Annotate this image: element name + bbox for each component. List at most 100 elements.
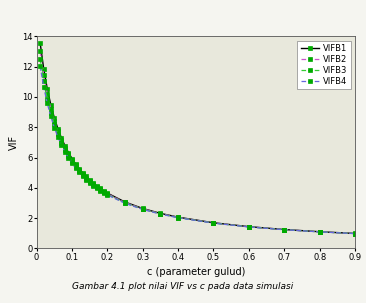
VIFB4 <box>211 221 216 225</box>
VIFB2 <box>141 207 145 211</box>
VIFB1 <box>77 167 81 170</box>
X-axis label: c (parameter gulud): c (parameter gulud) <box>147 267 245 277</box>
VIFB2 <box>38 49 42 53</box>
VIFB2 <box>282 228 287 231</box>
VIFB1 <box>59 136 64 140</box>
VIFB2 <box>158 212 163 215</box>
VIFB2 <box>45 92 49 95</box>
VIFB2 <box>94 185 99 188</box>
VIFB3 <box>176 216 180 219</box>
VIFB3 <box>141 207 145 211</box>
Line: VIFB1: VIFB1 <box>38 41 357 235</box>
VIFB3 <box>353 232 357 235</box>
VIFB3 <box>49 111 53 115</box>
VIFB3 <box>91 183 96 187</box>
VIFB4 <box>41 85 46 88</box>
VIFB4 <box>87 181 92 185</box>
VIFB4 <box>317 230 322 234</box>
VIFB4 <box>63 150 67 154</box>
VIFB1 <box>56 127 60 130</box>
VIFB1 <box>102 189 106 193</box>
VIFB2 <box>41 73 46 77</box>
VIFB4 <box>77 171 81 174</box>
VIFB4 <box>123 201 127 205</box>
VIFB2 <box>70 158 74 162</box>
VIFB4 <box>102 191 106 195</box>
VIFB4 <box>98 189 102 192</box>
VIFB4 <box>70 161 74 165</box>
VIFB2 <box>73 163 78 167</box>
VIFB3 <box>211 221 216 225</box>
VIFB3 <box>105 192 109 196</box>
VIFB4 <box>38 65 42 68</box>
VIFB1 <box>84 175 88 178</box>
VIFB1 <box>52 116 56 119</box>
VIFB3 <box>87 180 92 184</box>
VIFB2 <box>98 188 102 191</box>
VIFB3 <box>38 57 42 61</box>
Y-axis label: VIF: VIF <box>9 135 19 150</box>
VIFB4 <box>282 228 287 231</box>
VIFB4 <box>94 186 99 190</box>
VIFB4 <box>45 101 49 105</box>
VIFB2 <box>77 168 81 171</box>
VIFB2 <box>63 146 67 150</box>
VIFB4 <box>56 135 60 139</box>
VIFB1 <box>141 207 145 210</box>
VIFB2 <box>211 221 216 225</box>
VIFB2 <box>84 176 88 179</box>
VIFB3 <box>81 173 85 177</box>
VIFB1 <box>91 181 96 185</box>
Line: VIFB2: VIFB2 <box>38 49 357 236</box>
VIFB4 <box>52 126 56 129</box>
VIFB3 <box>56 132 60 136</box>
Line: VIFB4: VIFB4 <box>38 64 357 236</box>
VIFB3 <box>102 190 106 194</box>
VIFB4 <box>49 115 53 118</box>
VIFB4 <box>141 208 145 211</box>
Line: VIFB3: VIFB3 <box>38 57 357 236</box>
VIFB1 <box>98 187 102 190</box>
VIFB2 <box>105 192 109 195</box>
VIFB3 <box>247 225 251 229</box>
VIFB1 <box>73 162 78 166</box>
VIFB3 <box>84 177 88 180</box>
VIFB4 <box>81 174 85 178</box>
VIFB2 <box>59 138 64 142</box>
VIFB1 <box>81 171 85 175</box>
VIFB3 <box>63 148 67 152</box>
VIFB2 <box>317 230 322 234</box>
VIFB2 <box>56 130 60 133</box>
VIFB3 <box>77 169 81 173</box>
VIFB2 <box>81 172 85 176</box>
VIFB3 <box>98 188 102 192</box>
VIFB1 <box>63 144 67 148</box>
VIFB1 <box>49 103 53 106</box>
VIFB4 <box>353 232 357 235</box>
VIFB1 <box>45 87 49 90</box>
VIFB2 <box>176 215 180 219</box>
VIFB1 <box>38 41 42 45</box>
VIFB3 <box>41 79 46 83</box>
VIFB1 <box>66 151 71 154</box>
VIFB4 <box>66 156 71 160</box>
VIFB2 <box>102 190 106 193</box>
VIFB2 <box>66 153 71 156</box>
VIFB4 <box>73 166 78 170</box>
VIFB3 <box>73 165 78 168</box>
VIFB1 <box>158 211 163 215</box>
VIFB1 <box>317 230 322 234</box>
VIFB3 <box>59 141 64 145</box>
VIFB1 <box>176 215 180 219</box>
VIFB4 <box>59 143 64 147</box>
VIFB1 <box>282 228 287 231</box>
VIFB3 <box>317 230 322 234</box>
Legend: VIFB1, VIFB2, VIFB3, VIFB4: VIFB1, VIFB2, VIFB3, VIFB4 <box>297 41 351 89</box>
VIFB3 <box>52 123 56 126</box>
Text: Gambar 4.1 plot nilai VIF vs c pada data simulasi: Gambar 4.1 plot nilai VIF vs c pada data… <box>72 282 294 291</box>
VIFB3 <box>94 186 99 189</box>
VIFB1 <box>70 157 74 160</box>
VIFB3 <box>282 228 287 231</box>
VIFB3 <box>158 212 163 216</box>
VIFB1 <box>41 67 46 70</box>
